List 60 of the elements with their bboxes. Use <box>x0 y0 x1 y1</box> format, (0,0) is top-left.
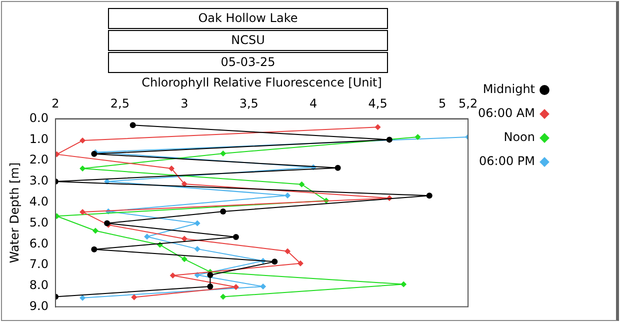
point <box>220 294 226 300</box>
point <box>91 246 98 252</box>
point <box>207 272 214 278</box>
legend-label: Midnight <box>482 82 536 96</box>
legend-label: 06:00 AM <box>478 106 535 120</box>
x-axis-title: Chlorophyll Relative Fluorescence [Unit] <box>142 75 382 90</box>
y-tick-label: 7.0 <box>29 257 48 272</box>
point <box>220 208 226 215</box>
y-tick-label: 4.0 <box>29 194 48 208</box>
point <box>181 256 188 262</box>
point <box>168 166 175 172</box>
point <box>144 234 150 240</box>
x-tick-label: 2 <box>52 96 60 111</box>
y-axis-title: Water Depth [m] <box>7 162 22 264</box>
y-tick-label: 2.0 <box>29 152 48 167</box>
x-tick-label: 2,5 <box>110 96 130 111</box>
point <box>426 192 432 199</box>
point <box>400 281 407 288</box>
point <box>194 220 200 226</box>
point <box>130 122 136 128</box>
point <box>80 294 86 301</box>
x-tick-label: 4,5 <box>368 96 388 111</box>
point <box>80 138 86 144</box>
chart-subtitle: NCSU <box>108 30 388 51</box>
point <box>232 234 239 240</box>
y-tick-label: 0.0 <box>29 110 48 125</box>
legend-label: 06:00 PM <box>479 154 535 168</box>
point <box>181 180 188 187</box>
x-tick-label: 3 <box>180 96 188 111</box>
point <box>272 258 278 265</box>
chart-title: Oak Hollow Lake <box>108 8 388 29</box>
point <box>414 134 421 140</box>
point <box>207 284 214 290</box>
point <box>284 192 291 198</box>
point <box>260 284 266 290</box>
text: 05-03-25 <box>108 52 388 73</box>
point <box>92 228 98 234</box>
y-tick-label: 5.0 <box>29 215 48 230</box>
point <box>334 164 341 171</box>
point <box>194 246 200 252</box>
point <box>386 136 392 143</box>
y-tick-label: 1.0 <box>29 132 48 146</box>
point <box>220 150 226 156</box>
x-tick-label: 4 <box>310 96 318 111</box>
legend-label: Noon <box>504 130 535 144</box>
y-tick-label: 9.0 <box>29 298 48 313</box>
point <box>80 208 86 215</box>
point <box>55 151 60 158</box>
x-tick-label: 3,5 <box>239 96 258 111</box>
point <box>170 272 176 278</box>
point <box>284 248 291 254</box>
x-tick-label: 5,2 <box>458 96 478 111</box>
point <box>297 260 304 266</box>
point <box>298 181 305 188</box>
y-tick-label: 3.0 <box>29 174 48 188</box>
y-tick-label: 8.0 <box>29 278 48 292</box>
point <box>374 124 381 130</box>
y-tick-label: 6.0 <box>29 236 48 250</box>
x-tick-label: 5 <box>438 96 446 111</box>
point <box>131 294 138 300</box>
